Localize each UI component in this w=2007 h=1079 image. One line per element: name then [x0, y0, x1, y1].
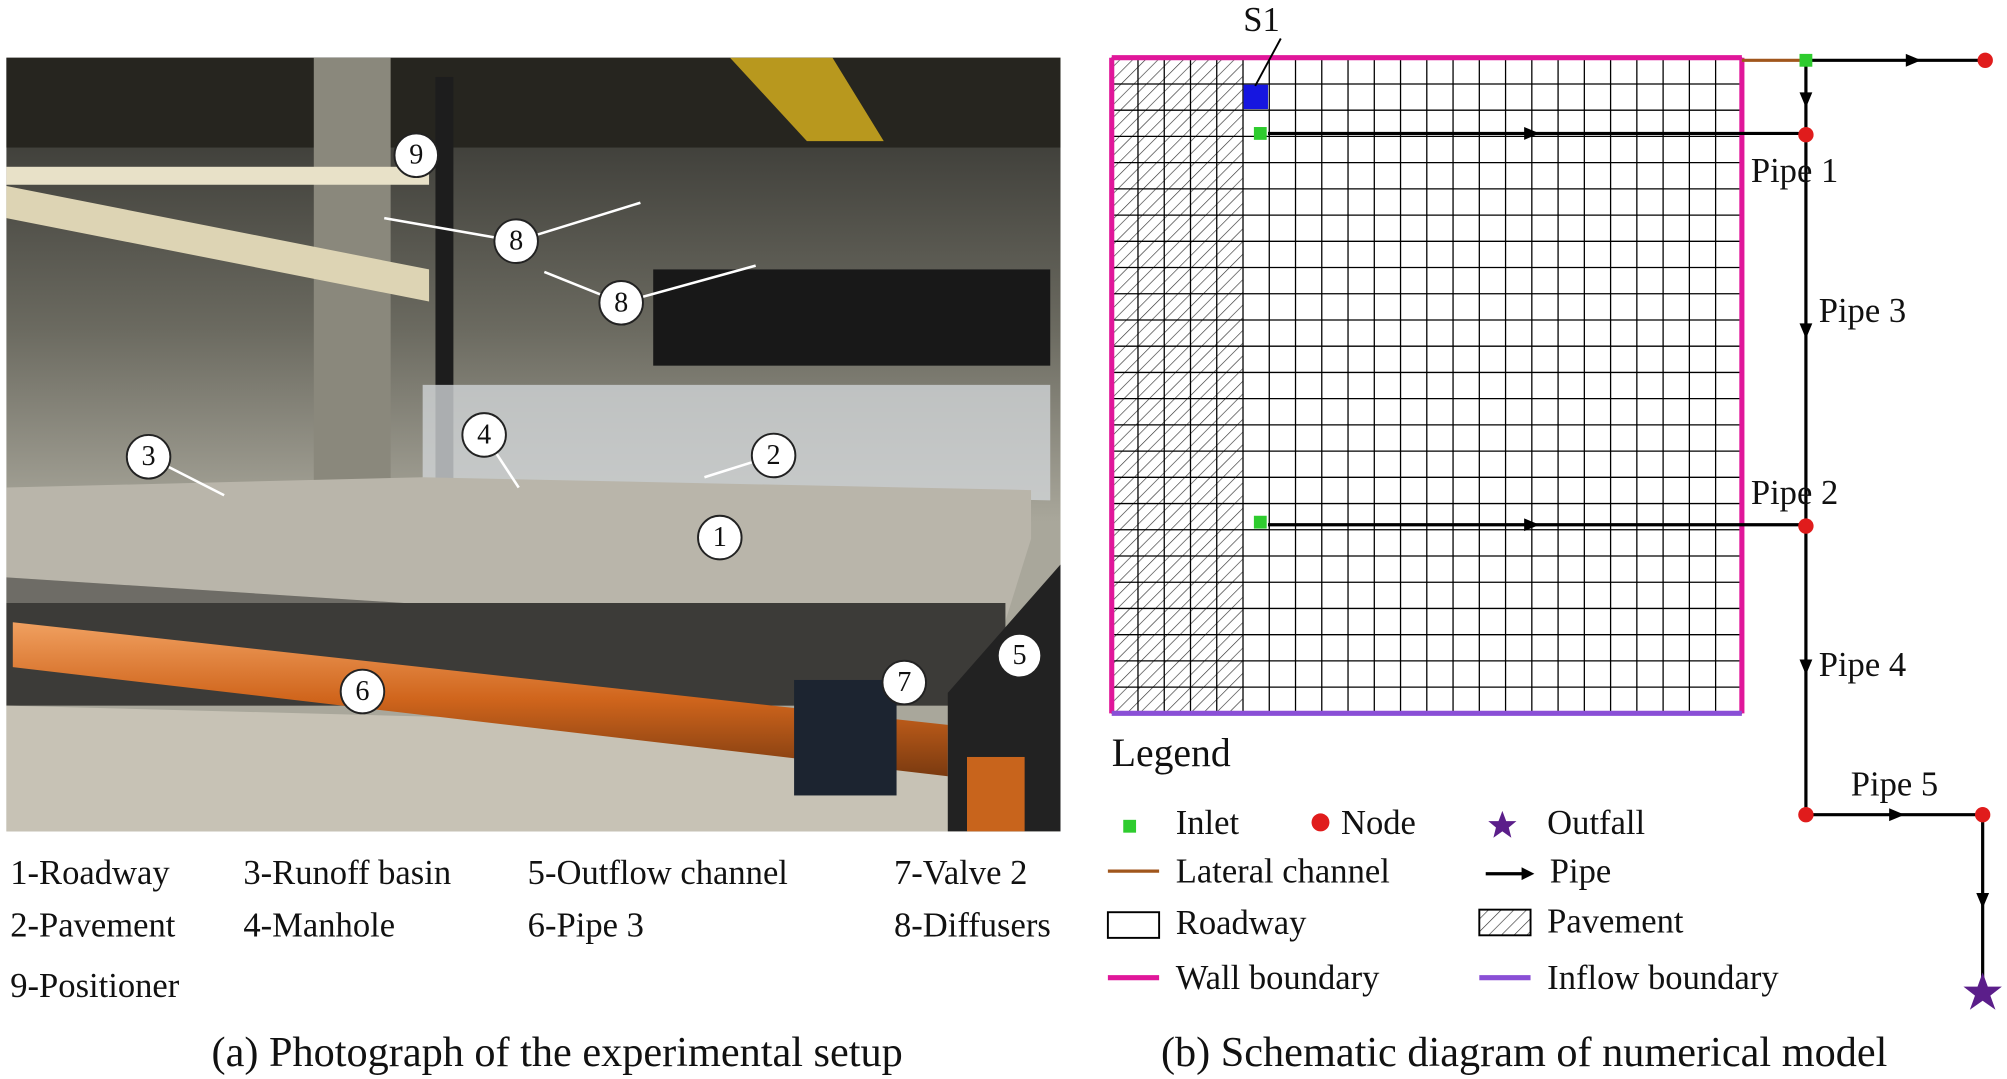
legend-item: Inlet [1176, 804, 1240, 842]
photo-markers: 9 8 8 4 3 2 1 6 7 5 [125, 132, 1043, 715]
inlet [1253, 515, 1267, 529]
legend-swatch [1311, 813, 1330, 832]
legend-swatch [1521, 867, 1535, 881]
marker-label: 9 [409, 140, 423, 171]
marker-label: 2 [767, 440, 781, 471]
legend-swatch [1106, 911, 1161, 939]
legend-item: Outfall [1547, 804, 1645, 842]
legend-item: Inflow boundary [1547, 959, 1779, 997]
marker-circle [881, 659, 927, 706]
marker-label: 1 [713, 522, 727, 553]
marker-label: 8 [614, 287, 628, 318]
legend-swatch [1478, 908, 1532, 937]
source-label: S1 [1243, 1, 1280, 39]
marker-circle [750, 432, 797, 479]
legend-item: Wall boundary [1176, 959, 1380, 997]
legend-item: Lateral channel [1176, 853, 1390, 891]
pipe-label: Pipe 4 [1819, 646, 1906, 684]
pipe-network [1267, 58, 1985, 988]
nodes [1798, 52, 1993, 823]
marker-circle [393, 132, 439, 179]
key-item: 6-Pipe 3 [528, 907, 644, 945]
marker-circle [493, 218, 539, 264]
arrowheads [1524, 53, 1990, 909]
outfall [1963, 972, 2002, 1010]
legend-item: Pipe [1550, 853, 1611, 891]
legend-item: Pavement [1547, 903, 1684, 941]
legend-title: Legend [1112, 731, 1231, 775]
caption: (b) Schematic diagram of numerical model [1161, 1029, 1887, 1076]
pipe-label: Pipe 3 [1819, 292, 1906, 330]
caption: (a) Photograph of the experimental setup [212, 1029, 903, 1076]
marker-circle [461, 412, 507, 458]
pipe-label: Pipe 1 [1751, 152, 1838, 190]
marker-label: 3 [142, 441, 156, 472]
inlet [1799, 53, 1813, 67]
marker-circle [125, 433, 172, 480]
key-item: 8-Diffusers [894, 907, 1051, 945]
key-item: 5-Outflow channel [528, 854, 788, 892]
marker-circle [996, 632, 1043, 679]
marker-label: 4 [477, 419, 491, 450]
marker-label: 8 [509, 226, 523, 257]
legend-item: Roadway [1176, 904, 1307, 942]
key-item: 2-Pavement [10, 907, 176, 945]
marker-label: 7 [897, 667, 911, 698]
marker-label: 6 [355, 676, 369, 707]
source-cell [1243, 84, 1268, 110]
marker-arrow [620, 264, 757, 305]
pavement-area [1111, 57, 1243, 714]
key-item: 1-Roadway [10, 854, 170, 892]
key-item: 9-Positioner [10, 967, 180, 1005]
pipe-label: Pipe 5 [1851, 765, 1938, 803]
legend-swatch [1123, 819, 1137, 833]
legend-swatch [1488, 810, 1517, 838]
key-item: 3-Runoff basin [243, 854, 451, 892]
key-item: 7-Valve 2 [894, 854, 1027, 892]
legend-item: Node [1341, 804, 1416, 842]
marker-label: 5 [1012, 640, 1026, 671]
marker-circle [697, 514, 743, 561]
photograph [6, 57, 1061, 832]
pipe-label: Pipe 2 [1751, 474, 1838, 512]
key-item: 4-Manhole [243, 907, 395, 945]
marker-circle [339, 668, 386, 715]
leader [1254, 38, 1282, 87]
inlet [1253, 127, 1267, 140]
marker-circle [598, 280, 644, 326]
